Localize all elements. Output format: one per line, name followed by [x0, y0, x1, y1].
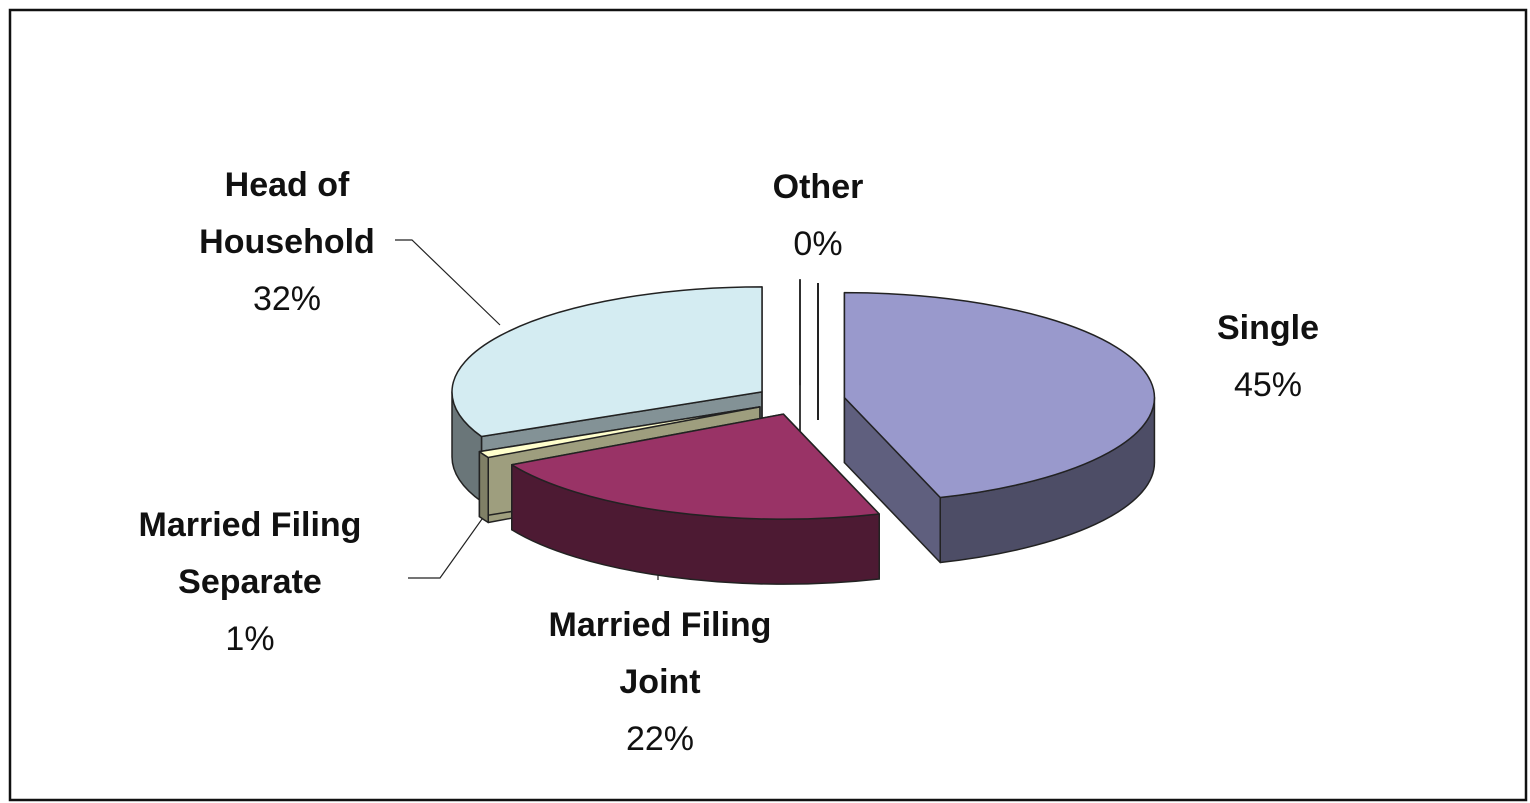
slice-top — [478, 406, 761, 459]
value-label: 22% — [625, 720, 695, 758]
chart-frame — [8, 8, 1528, 802]
category-label: Married Filing Joint — [548, 606, 772, 701]
slice-label: Head of Household 32% — [172, 157, 402, 328]
slice-label: Single 45% — [1158, 300, 1378, 414]
value-label: 0% — [793, 225, 843, 263]
slice-label: Other 0% — [718, 159, 918, 273]
slice-top — [451, 286, 763, 438]
slice-side — [478, 450, 489, 524]
category-label: Married Filing Separate — [138, 506, 362, 601]
value-label: 32% — [252, 280, 322, 318]
leader-lines — [395, 239, 819, 580]
value-label: 1% — [225, 620, 275, 658]
leader-line — [395, 239, 501, 326]
category-label: Single — [1216, 309, 1320, 347]
slice-label: Married Filing Joint 22% — [510, 597, 810, 768]
slice — [511, 413, 880, 585]
slice-label: Married Filing Separate 1% — [100, 497, 400, 668]
category-label: Other — [772, 168, 864, 206]
leader-line — [408, 504, 493, 579]
slice-top — [511, 413, 880, 520]
slice — [843, 291, 1156, 564]
slice-top — [843, 291, 1156, 499]
value-label: 45% — [1233, 366, 1303, 404]
category-label: Head of Household — [199, 166, 375, 261]
